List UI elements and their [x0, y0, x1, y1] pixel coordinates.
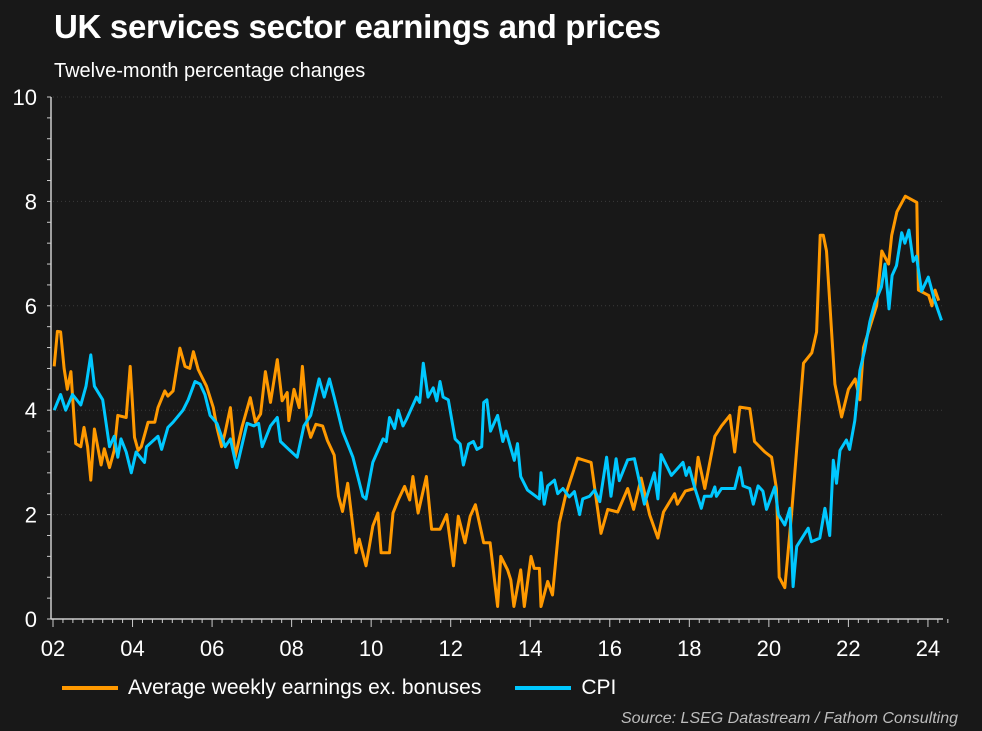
- legend-swatch-cpi: [515, 686, 572, 690]
- x-tick-label: 12: [438, 636, 462, 661]
- x-tick-label: 08: [279, 636, 303, 661]
- x-tick-label: 16: [598, 636, 622, 661]
- x-tick-label: 10: [359, 636, 383, 661]
- chart-title: UK services sector earnings and prices: [54, 8, 661, 45]
- y-tick-label: 4: [25, 398, 37, 423]
- x-tick-label: 20: [757, 636, 781, 661]
- y-tick-label: 2: [25, 503, 37, 528]
- y-tick-label: 10: [13, 85, 37, 110]
- chart-subtitle: Twelve-month percentage changes: [54, 60, 366, 82]
- legend-swatch-earnings: [62, 686, 118, 690]
- x-tick-label: 06: [200, 636, 224, 661]
- x-tick-label: 22: [836, 636, 860, 661]
- legend: Average weekly earnings ex. bonuses CPI: [62, 676, 650, 700]
- x-tick-label: 04: [120, 636, 144, 661]
- cpi-series-line: [52, 228, 943, 589]
- source-note: Source: LSEG Datastream / Fathom Consult…: [620, 710, 958, 727]
- y-tick-label: 6: [25, 294, 37, 319]
- x-tick-label: 24: [916, 636, 940, 661]
- x-tick-label: 02: [41, 636, 65, 661]
- y-tick-label: 8: [25, 189, 37, 214]
- earnings-series-line: [52, 194, 941, 608]
- x-tick-label: 18: [677, 636, 701, 661]
- x-tick-label: 14: [518, 636, 542, 661]
- legend-item-cpi: CPI: [515, 676, 616, 700]
- y-tick-label: 0: [25, 607, 37, 632]
- legend-label-earnings: Average weekly earnings ex. bonuses: [128, 676, 482, 699]
- legend-item-earnings: Average weekly earnings ex. bonuses: [62, 676, 481, 700]
- legend-label-cpi: CPI: [581, 676, 617, 699]
